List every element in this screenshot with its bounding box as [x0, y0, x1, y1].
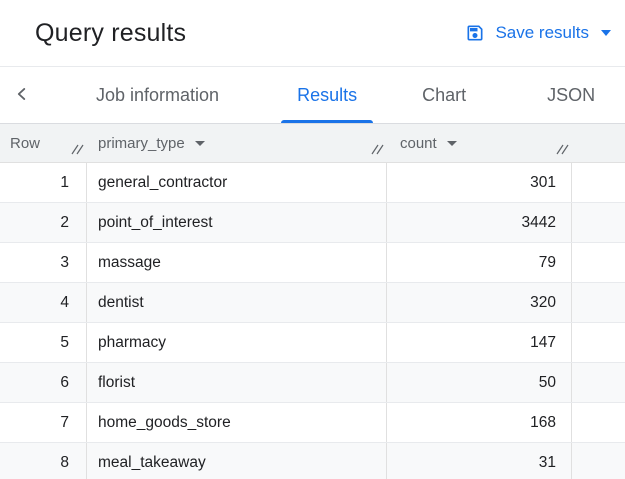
table-row: 8 meal_takeaway 31 [0, 443, 625, 479]
back-chevron-button[interactable] [0, 67, 44, 123]
row-number-cell: 6 [0, 363, 87, 402]
column-label: primary_type [98, 134, 185, 152]
tab-bar: Job information Results Chart JSON [0, 67, 625, 124]
column-header-primary-type: primary_type [87, 124, 387, 162]
save-results-label: Save results [495, 23, 589, 42]
filler-cell [572, 163, 625, 202]
page-title: Query results [35, 18, 187, 47]
row-number-cell: 7 [0, 403, 87, 442]
row-number-cell: 2 [0, 203, 87, 242]
tab-job-information[interactable]: Job information [80, 67, 235, 123]
tab-chart[interactable]: Chart [406, 67, 482, 123]
table-row: 6 florist 50 [0, 363, 625, 403]
save-results-button[interactable]: Save results [465, 23, 611, 43]
column-dropdown-icon[interactable] [446, 140, 457, 146]
count-cell[interactable]: 147 [387, 323, 572, 362]
row-number-cell: 8 [0, 443, 87, 479]
table-row: 4 dentist 320 [0, 283, 625, 323]
save-icon [465, 23, 485, 43]
row-number-cell: 3 [0, 243, 87, 282]
primary-type-cell[interactable]: point_of_interest [87, 203, 387, 242]
active-tab-underline [281, 120, 374, 123]
table-row: 7 home_goods_store 168 [0, 403, 625, 443]
filler-cell [572, 443, 625, 479]
count-cell[interactable]: 31 [387, 443, 572, 479]
row-number-cell: 4 [0, 283, 87, 322]
count-cell[interactable]: 168 [387, 403, 572, 442]
filler-cell [572, 283, 625, 322]
tab-label: Chart [422, 84, 467, 105]
filler-cell [572, 403, 625, 442]
filler-cell [572, 243, 625, 282]
primary-type-cell[interactable]: massage [87, 243, 387, 282]
column-header-filler [572, 124, 625, 162]
table-row: 3 massage 79 [0, 243, 625, 283]
table-header: Row primary_type count [0, 124, 625, 163]
count-cell[interactable]: 79 [387, 243, 572, 282]
panel-header: Query results Save results [0, 0, 625, 67]
count-cell[interactable]: 301 [387, 163, 572, 202]
primary-type-cell[interactable]: pharmacy [87, 323, 387, 362]
tab-label: Job information [96, 84, 220, 105]
row-number-cell: 1 [0, 163, 87, 202]
row-number-cell: 5 [0, 323, 87, 362]
tab-json[interactable]: JSON [531, 67, 611, 123]
column-label: count [400, 134, 437, 152]
column-label: Row [10, 134, 41, 152]
table-row: 1 general_contractor 301 [0, 163, 625, 203]
filler-cell [572, 363, 625, 402]
table-body: 1 general_contractor 301 2 point_of_interest… [0, 163, 625, 479]
count-cell[interactable]: 3442 [387, 203, 572, 242]
column-header-row: Row [0, 124, 87, 162]
column-header-count: count [387, 124, 572, 162]
chevron-left-icon [11, 83, 33, 108]
column-resize-handle[interactable] [71, 142, 84, 159]
filler-cell [572, 203, 625, 242]
tab-label: JSON [547, 84, 596, 105]
primary-type-cell[interactable]: home_goods_store [87, 403, 387, 442]
count-cell[interactable]: 50 [387, 363, 572, 402]
column-resize-handle[interactable] [556, 142, 569, 159]
primary-type-cell[interactable]: florist [87, 363, 387, 402]
count-cell[interactable]: 320 [387, 283, 572, 322]
save-dropdown-caret-icon [601, 30, 611, 36]
primary-type-cell[interactable]: meal_takeaway [87, 443, 387, 479]
column-resize-handle[interactable] [371, 142, 384, 159]
filler-cell [572, 323, 625, 362]
primary-type-cell[interactable]: dentist [87, 283, 387, 322]
column-dropdown-icon[interactable] [194, 140, 205, 146]
primary-type-cell[interactable]: general_contractor [87, 163, 387, 202]
tab-label: Results [297, 84, 358, 105]
table-row: 5 pharmacy 147 [0, 323, 625, 363]
tab-results[interactable]: Results [281, 67, 374, 123]
table-row: 2 point_of_interest 3442 [0, 203, 625, 243]
